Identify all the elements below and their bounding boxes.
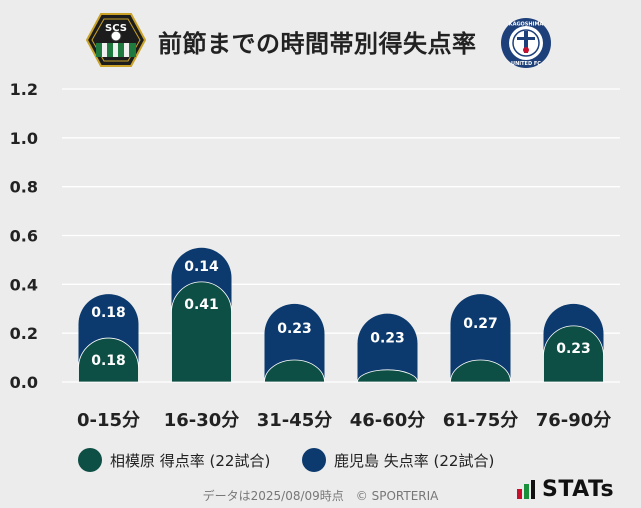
bar-home xyxy=(78,337,139,383)
bar-away xyxy=(450,294,511,382)
y-tick-label: 0.0 xyxy=(10,373,38,392)
data-label-away: 0.18 xyxy=(91,305,126,321)
x-tick-label: 46-60分 xyxy=(350,410,426,431)
footer-credit: データは2025/08/09時点 © SPORTERIA xyxy=(202,489,439,503)
legend-label-away: 鹿児島 失点率 (22試合) xyxy=(334,451,495,470)
sagamihara-logo-text: SCS xyxy=(105,23,127,34)
x-tick-label: 61-75分 xyxy=(443,410,519,431)
data-label-away: 0.23 xyxy=(370,331,405,347)
stats-brand-text: STATs xyxy=(542,477,615,502)
kagoshima-logo-text-top: KAGOSHIMA xyxy=(509,22,544,28)
x-tick-label: 76-90分 xyxy=(536,410,612,431)
bars xyxy=(78,247,604,383)
gridlines xyxy=(62,88,620,383)
legend-swatch-away xyxy=(302,448,326,472)
sagamihara-club-logo: SCS xyxy=(86,13,146,67)
data-labels: 0.18 0.18 0.14 0.41 0.23 0.23 0.27 0.23 xyxy=(91,259,591,369)
x-tick-label: 16-30分 xyxy=(164,410,240,431)
x-tick-label: 0-15分 xyxy=(77,410,140,431)
x-tick-label: 31-45分 xyxy=(257,410,333,431)
y-axis: 0.0 0.2 0.4 0.6 0.8 1.0 1.2 xyxy=(10,80,38,392)
bar-chart: 0.00.20.40.60.81.01.2 0.180.180.140.410.… xyxy=(10,80,620,431)
data-label-away: 0.27 xyxy=(463,316,498,332)
header: SCS 前節までの時間帯別得失点率 KAGOSHIMA UNITED FC xyxy=(0,0,641,78)
y-tick-label: 0.8 xyxy=(10,178,38,197)
legend-item-home: 相模原 得点率 (22試合) xyxy=(78,446,270,474)
x-axis: 0-15分 16-30分 31-45分 46-60分 61-75分 76-90分 xyxy=(77,410,611,431)
bar-home xyxy=(264,359,325,383)
legend-item-away: 鹿児島 失点率 (22試合) xyxy=(302,446,494,474)
data-label-home: 0.41 xyxy=(184,297,219,313)
data-label-away: 0.23 xyxy=(277,321,312,337)
bar-home xyxy=(357,369,418,383)
legend-label-home: 相模原 得点率 (22試合) xyxy=(110,451,271,470)
page-title: 前節までの時間帯別得失点率 xyxy=(158,30,477,58)
y-tick-label: 1.2 xyxy=(10,80,38,99)
bar-home xyxy=(543,325,604,383)
bar-home xyxy=(171,281,232,383)
kagoshima-logo-text-bottom: UNITED FC xyxy=(511,61,541,67)
y-tick-label: 1.0 xyxy=(10,129,38,148)
stats-brand: STATs xyxy=(516,477,614,502)
bar-home xyxy=(450,359,511,383)
bar-away xyxy=(357,313,418,382)
y-tick-label: 0.2 xyxy=(10,324,38,343)
y-tick-label: 0.6 xyxy=(10,227,38,246)
y-tick-label: 0.4 xyxy=(10,275,38,294)
kagoshima-club-logo: KAGOSHIMA UNITED FC xyxy=(501,18,551,68)
bar-away xyxy=(264,303,325,382)
data-label-home: 0.23 xyxy=(556,341,591,357)
stats-logo-icon xyxy=(517,479,535,499)
data-label-home: 0.18 xyxy=(91,353,126,369)
data-label-away: 0.14 xyxy=(184,259,219,275)
legend-swatch-home xyxy=(78,448,102,472)
